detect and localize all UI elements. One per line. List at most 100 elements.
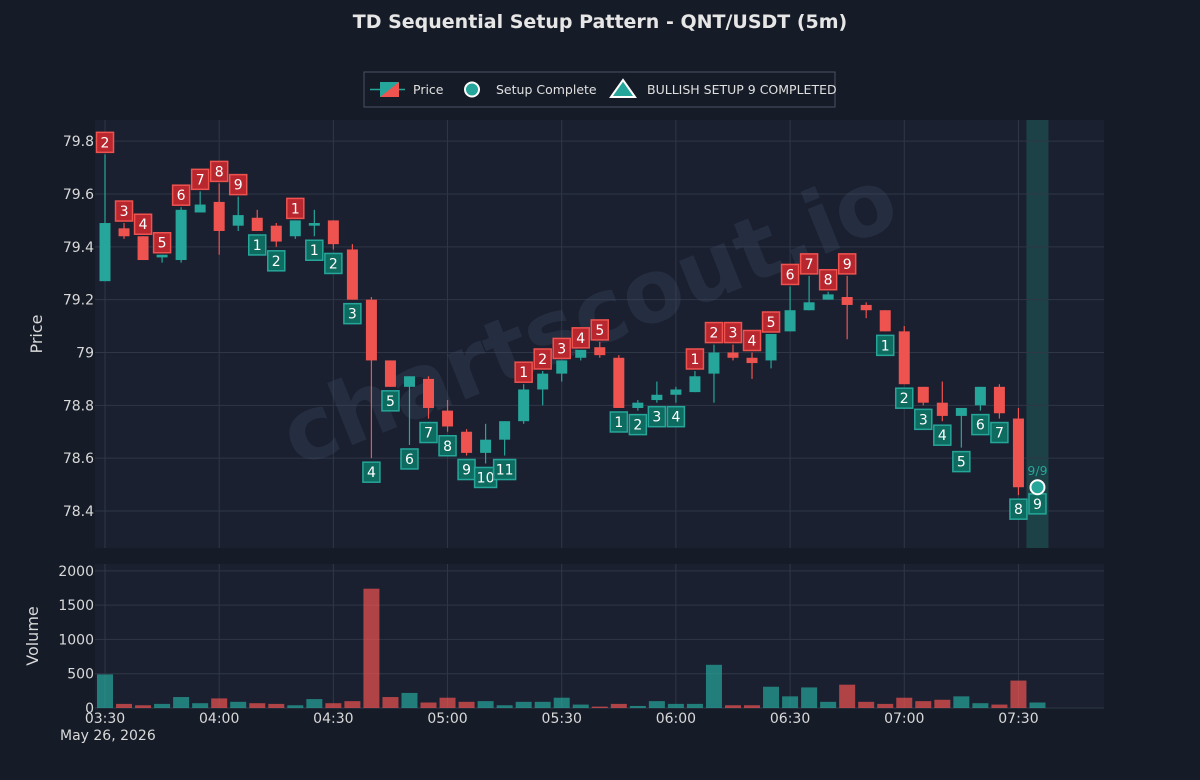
td-count-text: 1	[614, 415, 623, 431]
td-count-text: 7	[995, 426, 1004, 442]
volume-tick-label: 2000	[58, 564, 94, 580]
td-count-box	[152, 231, 172, 254]
td-count-label: 2	[95, 131, 115, 154]
volume-axis-label: Volume	[23, 606, 42, 666]
volume-tick-label: 0	[85, 701, 94, 717]
td-count-box	[933, 424, 952, 446]
candle-body	[480, 439, 492, 453]
candle	[346, 244, 358, 300]
volume-bar	[801, 687, 818, 708]
candle-body	[974, 386, 986, 406]
candle-body	[575, 349, 587, 358]
td-count-box	[514, 361, 533, 383]
td-count-box	[780, 263, 800, 286]
candle-body	[251, 217, 263, 231]
time-tick-label: 05:30	[542, 711, 582, 727]
td-count-label: 3	[723, 321, 743, 344]
candle	[175, 207, 187, 263]
td-count-text: 9	[234, 178, 243, 194]
volume-bar	[325, 703, 342, 708]
candle	[974, 386, 986, 411]
volume-bar	[496, 705, 513, 708]
candle	[556, 360, 568, 382]
td-count-text: 4	[139, 217, 148, 233]
td-count-text: 7	[805, 257, 814, 273]
td-count-label: 5	[381, 390, 400, 412]
td-count-box	[723, 321, 743, 344]
legend-price-icon	[370, 82, 405, 97]
td-count-box	[533, 348, 552, 370]
candle	[384, 360, 396, 387]
td-count-label: 4	[742, 329, 762, 352]
setup-ratio-label: 9/9	[1027, 463, 1047, 478]
candle	[499, 421, 511, 456]
volume-bar	[420, 702, 437, 708]
td-count-box	[742, 329, 762, 352]
td-count-label: 4	[362, 461, 381, 483]
td-count-text: 2	[101, 135, 110, 151]
td-count-label: 10	[473, 466, 498, 489]
td-count-label: 6	[400, 448, 419, 470]
td-count-text: 2	[900, 391, 909, 407]
td-count-label: 5	[952, 450, 971, 473]
td-count-text: 5	[595, 323, 604, 339]
td-count-label: 5	[761, 311, 781, 333]
candle-body	[384, 360, 396, 387]
td-count-text: 9	[1033, 497, 1042, 513]
td-count-label: 11	[492, 458, 517, 481]
candle-body	[670, 389, 682, 395]
candle	[651, 381, 663, 403]
candle	[708, 344, 720, 403]
td-count-text: 5	[767, 315, 776, 331]
candle-body	[99, 223, 111, 282]
candle-body	[232, 215, 244, 226]
td-count-box	[400, 448, 419, 470]
td-count-label: 2	[267, 250, 286, 272]
candle-body	[442, 410, 454, 427]
volume-bar	[610, 703, 627, 708]
td-count-text: 1	[690, 352, 699, 368]
td-count-box	[247, 234, 267, 256]
volume-bar	[705, 664, 722, 708]
volume-bar	[763, 686, 780, 708]
volume-bar	[858, 701, 875, 708]
td-count-label: 3	[343, 302, 362, 325]
td-count-box	[267, 250, 286, 272]
td-count-text: 7	[196, 172, 205, 188]
price-tick-label: 78.4	[63, 504, 94, 520]
candle	[993, 384, 1005, 419]
td-count-label: 1	[685, 348, 705, 370]
volume-bar	[230, 701, 247, 708]
time-tick-label: 05:00	[427, 711, 467, 727]
td-count-text: 3	[919, 412, 928, 428]
volume-bar	[572, 704, 589, 708]
td-count-label: 4	[666, 405, 686, 428]
td-count-label: 4	[571, 327, 590, 349]
candle	[917, 386, 929, 406]
td-count-box	[133, 213, 153, 235]
volume-bar	[249, 703, 266, 708]
td-count-text: 8	[824, 273, 833, 289]
td-count-label: 7	[990, 421, 1009, 444]
volume-bar	[591, 706, 608, 708]
price-tick-label: 79	[76, 345, 94, 361]
candle-body	[651, 394, 663, 401]
time-axis: 03:30 04:00 04:30 05:00 05:30 06:00 06:30 07:00…	[85, 711, 1039, 727]
td-count-box	[704, 321, 724, 344]
candle	[879, 310, 891, 332]
candle-body	[213, 201, 225, 231]
td-count-label: 5	[152, 231, 172, 254]
td-count-box	[818, 268, 838, 291]
td-count-text: 2	[633, 418, 642, 434]
candle-body	[613, 357, 625, 408]
volume-bar	[782, 696, 799, 708]
td-count-text: 3	[120, 204, 129, 220]
volume-tick-label: 500	[67, 667, 94, 683]
td-count-box	[286, 197, 305, 220]
td-count-box	[571, 327, 590, 349]
candle-body	[137, 236, 149, 261]
legend-bullish-setup-label: BULLISH SETUP 9 COMPLETED	[647, 82, 837, 97]
candle-body	[518, 389, 530, 422]
volume-bar	[515, 701, 532, 708]
td-count-text: 6	[976, 418, 985, 434]
